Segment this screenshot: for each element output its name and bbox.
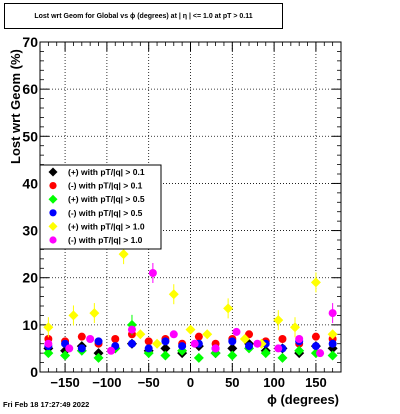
data-point bbox=[274, 344, 283, 353]
data-point bbox=[152, 338, 163, 349]
x-tick-label: 0 bbox=[187, 375, 194, 390]
data-point bbox=[277, 352, 288, 363]
data-point bbox=[144, 344, 153, 353]
legend-label: (-) with pT/|q| > 1.0 bbox=[68, 235, 143, 245]
legend-label: (-) with pT/|q| > 0.5 bbox=[68, 208, 143, 218]
data-point bbox=[185, 324, 196, 335]
data-point bbox=[127, 325, 136, 334]
data-point bbox=[228, 337, 237, 346]
legend-marker bbox=[48, 194, 58, 204]
data-point bbox=[135, 329, 146, 340]
y-tick-label: 0 bbox=[30, 364, 38, 380]
data-point bbox=[43, 348, 54, 359]
x-tick-label: 150 bbox=[305, 375, 327, 390]
data-point bbox=[193, 352, 204, 363]
data-point bbox=[190, 339, 199, 348]
data-point bbox=[328, 309, 337, 318]
x-tick-label: 100 bbox=[263, 375, 285, 390]
data-point bbox=[328, 339, 337, 348]
series-points bbox=[43, 244, 338, 349]
x-tick-label: −50 bbox=[138, 375, 160, 390]
data-point bbox=[327, 350, 338, 361]
y-tick-label: 50 bbox=[22, 128, 38, 144]
data-point bbox=[118, 249, 129, 260]
data-point bbox=[43, 322, 54, 333]
data-point bbox=[278, 335, 287, 343]
legend-label: (-) with pT/|q| > 0.1 bbox=[68, 181, 143, 191]
y-tick-label: 60 bbox=[22, 81, 38, 97]
tick-labels: −150 −100 −50 0 50 100 150 0 10 20 30 40 50 60 70 bbox=[22, 34, 326, 390]
legend-marker bbox=[49, 209, 57, 217]
data-point bbox=[168, 289, 179, 300]
data-point bbox=[86, 335, 95, 343]
y-tick-label: 10 bbox=[22, 317, 38, 333]
data-point bbox=[60, 350, 71, 361]
legend-marker bbox=[49, 182, 57, 190]
legend-label: (+) with pT/|q| > 1.0 bbox=[68, 221, 145, 231]
data-point bbox=[211, 344, 220, 353]
legend-box bbox=[39, 164, 162, 250]
data-point bbox=[93, 352, 104, 363]
data-point bbox=[160, 350, 171, 361]
legend-marker bbox=[48, 167, 58, 177]
data-point bbox=[253, 339, 262, 348]
data-point bbox=[232, 327, 241, 336]
x-axis-label: ϕ (degrees) bbox=[267, 392, 339, 407]
data-point bbox=[316, 349, 325, 358]
legend-marker bbox=[49, 236, 57, 244]
data-point bbox=[89, 308, 100, 319]
x-tick-label: 50 bbox=[225, 375, 239, 390]
y-axis-label: Lost wrt Geom (%) bbox=[8, 49, 23, 164]
data-point bbox=[178, 342, 187, 351]
data-point bbox=[260, 348, 271, 359]
data-point bbox=[77, 332, 86, 341]
data-point bbox=[94, 337, 103, 346]
data-point bbox=[194, 332, 203, 341]
chart-title: Lost wrt Geom for Global vs ϕ (degrees) … bbox=[4, 3, 283, 29]
series-points bbox=[44, 263, 337, 358]
data-point bbox=[273, 315, 284, 326]
legend-marker bbox=[48, 221, 58, 231]
data-point bbox=[290, 322, 301, 333]
data-point bbox=[327, 329, 338, 340]
y-tick-label: 70 bbox=[22, 34, 38, 50]
legend: (+) with pT/|q| > 0.1 (-) with pT/|q| > 0… bbox=[39, 164, 162, 250]
legend-label: (+) with pT/|q| > 0.1 bbox=[68, 167, 145, 177]
data-points bbox=[43, 244, 338, 363]
data-point bbox=[111, 335, 120, 343]
footer-timestamp: Fri Feb 18 17:27:49 2022 bbox=[3, 400, 90, 409]
legend-label: (+) with pT/|q| > 0.5 bbox=[68, 194, 145, 204]
y-tick-label: 20 bbox=[22, 270, 38, 286]
x-tick-label: −150 bbox=[50, 375, 79, 390]
axis-ticks bbox=[39, 41, 342, 373]
data-point bbox=[311, 342, 320, 351]
data-point bbox=[294, 345, 305, 356]
data-point bbox=[148, 269, 157, 277]
data-point bbox=[223, 303, 234, 314]
data-point bbox=[295, 335, 304, 343]
data-point bbox=[68, 310, 79, 321]
data-point bbox=[44, 339, 53, 348]
x-tick-label: −100 bbox=[92, 375, 121, 390]
data-point bbox=[144, 337, 153, 346]
data-point bbox=[161, 337, 170, 346]
data-point bbox=[107, 346, 116, 355]
data-point bbox=[65, 344, 74, 353]
data-point bbox=[227, 343, 238, 354]
data-point bbox=[127, 339, 136, 348]
data-point bbox=[160, 343, 171, 354]
data-point bbox=[239, 334, 250, 344]
y-tick-label: 30 bbox=[22, 223, 38, 239]
data-point bbox=[310, 277, 321, 288]
data-point bbox=[311, 332, 320, 341]
y-tick-label: 40 bbox=[22, 175, 38, 191]
data-point bbox=[77, 344, 86, 353]
data-point bbox=[245, 342, 254, 351]
data-point bbox=[202, 329, 213, 340]
data-point bbox=[169, 330, 178, 339]
data-point bbox=[227, 350, 238, 361]
